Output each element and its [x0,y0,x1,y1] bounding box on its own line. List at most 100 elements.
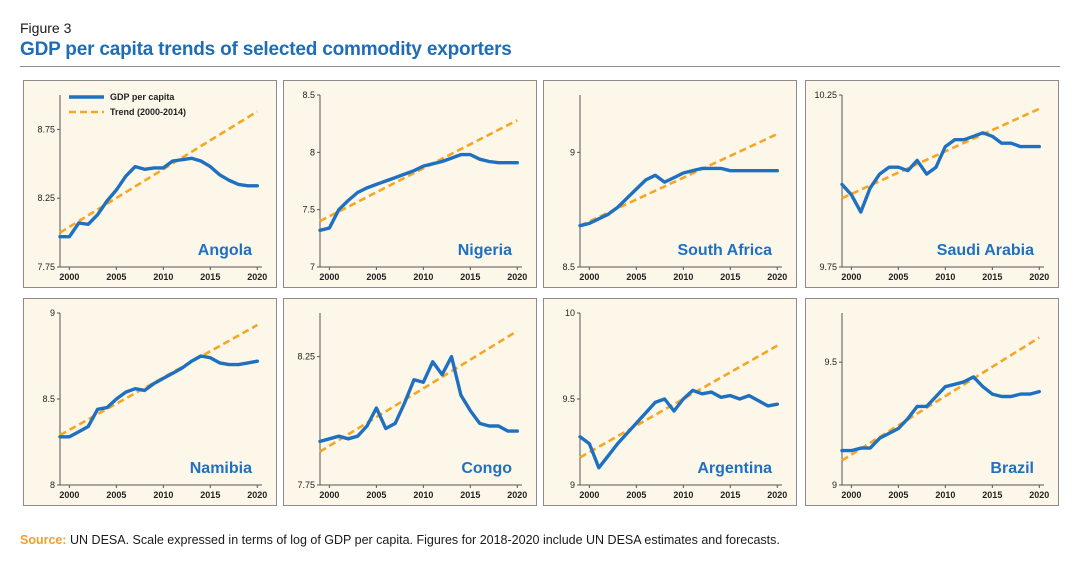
y-tick-label: 7 [310,262,315,272]
x-tick-label: 2010 [673,490,693,500]
legend-label: GDP per capita [110,92,175,102]
chart-south-africa: 8.5 9 2000 2005 2010 2015 2020 South Africa [562,95,787,282]
y-tick-label: 10 [565,308,575,318]
y-tick-label: 8.25 [37,193,55,203]
gdp-line-angola [58,156,260,239]
y-tick-label: 8.75 [37,124,55,134]
figure-title: GDP per capita trends of selected commod… [20,39,512,60]
trend-line-argentina [579,344,778,459]
panel-south-africa: 8.5 9 2000 2005 2010 2015 2020 South Africa [543,80,797,288]
panel-namibia: 8 8.5 9 2000 2005 2010 2015 2020 Namibia [23,298,277,506]
x-tick-label: 2015 [720,272,740,282]
x-tick-label: 2005 [626,272,646,282]
x-tick-label: 2000 [59,490,79,500]
country-label: Saudi Arabia [937,242,1034,259]
x-tick-label: 2000 [841,272,861,282]
chart-nigeria: 7 7.5 8 8.5 2000 2005 2010 2015 2020 Nigeria [302,90,527,282]
y-tick-label: 8 [50,480,55,490]
trend-line-brazil [841,336,1040,462]
chart-brazil: 9 9.5 2000 2005 2010 2015 2020 Brazil [824,313,1049,500]
gdp-line-nigeria [318,152,520,233]
x-tick-label: 2020 [767,272,787,282]
gdp-line-saudi-arabia [840,131,1042,214]
y-tick-label: 10.25 [814,90,837,100]
chart-saudi-arabia: 9.75 10.25 2000 2005 2010 2015 2020 Saudi Arabi… [814,90,1049,282]
x-tick-label: 2005 [366,272,386,282]
gdp-line-congo [318,354,520,444]
x-tick-label: 2005 [106,490,126,500]
x-tick-label: 2015 [982,272,1002,282]
chart-congo: 7.75 8.25 2000 2005 2010 2015 2020 Congo [297,313,527,500]
x-tick-label: 2010 [413,490,433,500]
country-label: Argentina [697,460,772,477]
trend-line-congo [319,329,518,453]
y-tick-label: 7.75 [297,480,315,490]
x-tick-label: 2005 [888,272,908,282]
x-tick-label: 2000 [579,272,599,282]
trend-line-angola [59,110,258,234]
legend-label: Trend (2000-2014) [110,107,186,117]
x-tick-label: 2005 [106,272,126,282]
x-tick-label: 2020 [247,272,267,282]
panel-brazil: 9 9.5 2000 2005 2010 2015 2020 Brazil [805,298,1059,506]
x-tick-label: 2015 [460,272,480,282]
x-tick-label: 2020 [767,490,787,500]
panel-congo: 7.75 8.25 2000 2005 2010 2015 2020 Congo [283,298,537,506]
chart-namibia: 8 8.5 9 2000 2005 2010 2015 2020 Namibia [42,308,267,500]
y-tick-label: 9 [832,480,837,490]
chart-angola: 7.75 8.25 8.75 2000 2005 2010 2015 2020 Angola GD… [37,92,267,282]
x-tick-label: 2020 [247,490,267,500]
x-tick-label: 2015 [720,490,740,500]
y-tick-label: 8 [310,147,315,157]
y-tick-label: 8.25 [297,352,315,362]
chart-argentina: 9 9.5 10 2000 2005 2010 2015 2020 Argentina [562,308,787,500]
source-note: Source: UN DESA. Scale expressed in term… [20,533,780,547]
panel-argentina: 9 9.5 10 2000 2005 2010 2015 2020 Argentina [543,298,797,506]
x-tick-label: 2000 [59,272,79,282]
x-tick-label: 2010 [413,272,433,282]
gdp-line-argentina [578,388,780,470]
source-text: UN DESA. Scale expressed in terms of log… [70,533,780,547]
x-tick-label: 2010 [673,272,693,282]
y-tick-label: 9.75 [819,262,837,272]
x-tick-label: 2015 [982,490,1002,500]
country-label: South Africa [677,242,772,259]
x-tick-label: 2005 [626,490,646,500]
y-tick-label: 9 [570,480,575,490]
country-label: Brazil [990,460,1034,477]
y-tick-label: 9.5 [562,394,575,404]
x-tick-label: 2000 [579,490,599,500]
x-tick-label: 2015 [460,490,480,500]
y-tick-label: 9 [570,147,575,157]
country-label: Namibia [190,460,252,477]
x-tick-label: 2015 [200,272,220,282]
country-label: Congo [461,460,512,477]
x-tick-label: 2010 [935,272,955,282]
source-label: Source: [20,533,67,547]
panel-nigeria: 7 7.5 8 8.5 2000 2005 2010 2015 2020 Nigeria [283,80,537,288]
x-tick-label: 2020 [1029,490,1049,500]
country-label: Angola [198,242,252,259]
panel-saudi-arabia: 9.75 10.25 2000 2005 2010 2015 2020 Saudi Arabi… [805,80,1059,288]
x-tick-label: 2010 [935,490,955,500]
y-tick-label: 8.5 [562,262,575,272]
x-tick-label: 2000 [841,490,861,500]
country-label: Nigeria [458,242,512,259]
y-tick-label: 7.5 [302,205,315,215]
x-tick-label: 2010 [153,490,173,500]
gdp-line-brazil [840,375,1042,453]
x-tick-label: 2020 [507,490,527,500]
x-tick-label: 2020 [1029,272,1049,282]
x-tick-label: 2000 [319,490,339,500]
y-tick-label: 9 [50,308,55,318]
gdp-line-south-africa [578,166,780,228]
y-tick-label: 8.5 [42,394,55,404]
x-tick-label: 2005 [366,490,386,500]
x-tick-label: 2000 [319,272,339,282]
y-tick-label: 8.5 [302,90,315,100]
gdp-line-namibia [58,354,260,439]
y-tick-label: 7.75 [37,262,55,272]
x-tick-label: 2020 [507,272,527,282]
legend: GDP per capita Trend (2000-2014) [69,92,186,117]
y-tick-label: 9.5 [824,357,837,367]
